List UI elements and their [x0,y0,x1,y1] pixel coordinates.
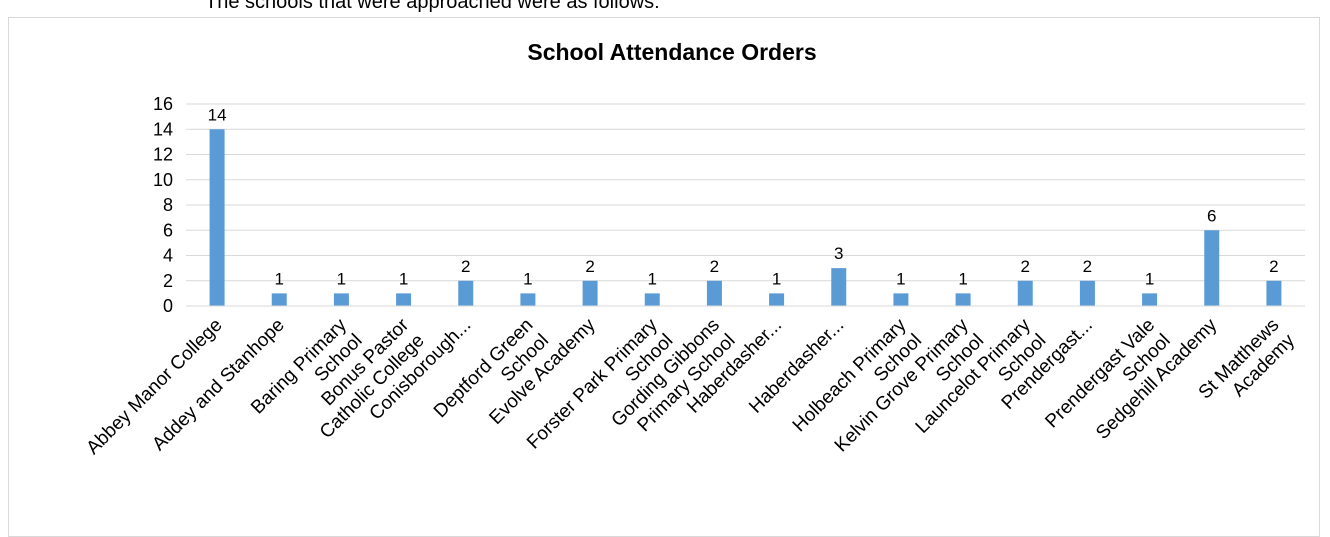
data-label: 1 [523,269,532,288]
bar [955,293,971,306]
data-labels: 14 1 1 1 2 1 2 1 2 1 3 1 1 2 2 1 6 2 [208,105,1279,288]
bar [458,280,474,306]
data-label: 14 [208,105,227,124]
data-label: 1 [399,269,408,288]
bar [582,280,598,306]
bar [271,293,287,306]
bar [1017,280,1033,306]
data-label: 2 [461,257,470,276]
y-tick-label: 2 [163,271,173,291]
bar [893,293,909,306]
y-tick-label: 10 [153,170,173,190]
y-tick-label: 14 [153,119,173,139]
data-label: 2 [1021,257,1030,276]
chart-title: School Attendance Orders [527,39,816,65]
y-tick-label: 12 [153,145,173,165]
data-label: 1 [772,269,781,288]
bar [333,293,349,306]
gridlines [186,103,1305,307]
data-label: 1 [958,269,967,288]
bar [1266,280,1282,306]
bar [1204,230,1220,306]
data-label: 1 [896,269,905,288]
bar [831,268,847,306]
data-label: 2 [1083,257,1092,276]
y-tick-label: 0 [163,296,173,316]
intro-text: The schools that were approached were as… [205,0,660,13]
bar [1079,280,1095,306]
data-label: 6 [1207,206,1216,225]
bars [209,129,1282,306]
data-label: 2 [1269,257,1278,276]
data-label: 3 [834,244,843,263]
y-tick-label: 6 [163,220,173,240]
y-tick-label: 8 [163,195,173,215]
y-axis-ticks: 0 2 4 6 8 10 12 14 16 [153,94,173,316]
bar [520,293,536,306]
y-tick-label: 4 [163,246,173,266]
bar [706,280,722,306]
data-label: 1 [648,269,657,288]
data-label: 1 [337,269,346,288]
bar [769,293,785,306]
data-label: 2 [585,257,594,276]
bar [396,293,412,306]
bar [644,293,660,306]
bar [209,129,225,306]
y-tick-label: 16 [153,94,173,114]
data-label: 1 [1145,269,1154,288]
data-label: 1 [275,269,284,288]
data-label: 2 [710,257,719,276]
bar [1142,293,1158,306]
